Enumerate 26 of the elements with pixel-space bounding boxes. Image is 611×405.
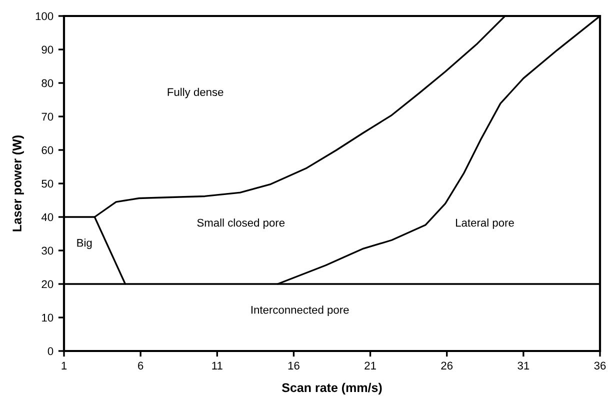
y-tick-label: 10 [42,314,54,322]
x-tick-label: 31 [518,362,530,370]
y-tick-label: 30 [42,246,54,255]
y-tick-label: 0 [48,347,54,356]
y-tick-label: 60 [42,146,54,154]
annotation: Interconnected pore [251,306,349,316]
annotation: Small closed pore [197,218,285,229]
x-tick-label: 1 [62,362,67,370]
x-tick-label: 21 [364,362,376,370]
x-tick-label: 16 [288,362,300,370]
annotation: Big [77,238,92,249]
y-tick-label: 70 [42,112,54,121]
y-tick-label: 20 [42,280,54,288]
annotation: Fully dense [168,88,224,98]
y-axis-title: Laser power (W) [12,136,24,232]
x-axis-title: Scan rate (mm/s) [282,382,382,395]
x-tick-label: 6 [138,362,144,370]
x-tick-label: 36 [594,362,606,370]
y-tick-label: 90 [42,46,54,54]
y-tick-label: 40 [41,213,54,222]
annotation: Lateral pore [456,218,514,229]
x-tick-label: 11 [212,362,222,370]
y-tick-label: 50 [42,180,54,188]
y-tick-label: 100 [36,12,54,20]
y-tick-label: 80 [42,79,54,88]
x-tick-label: 26 [441,362,453,370]
